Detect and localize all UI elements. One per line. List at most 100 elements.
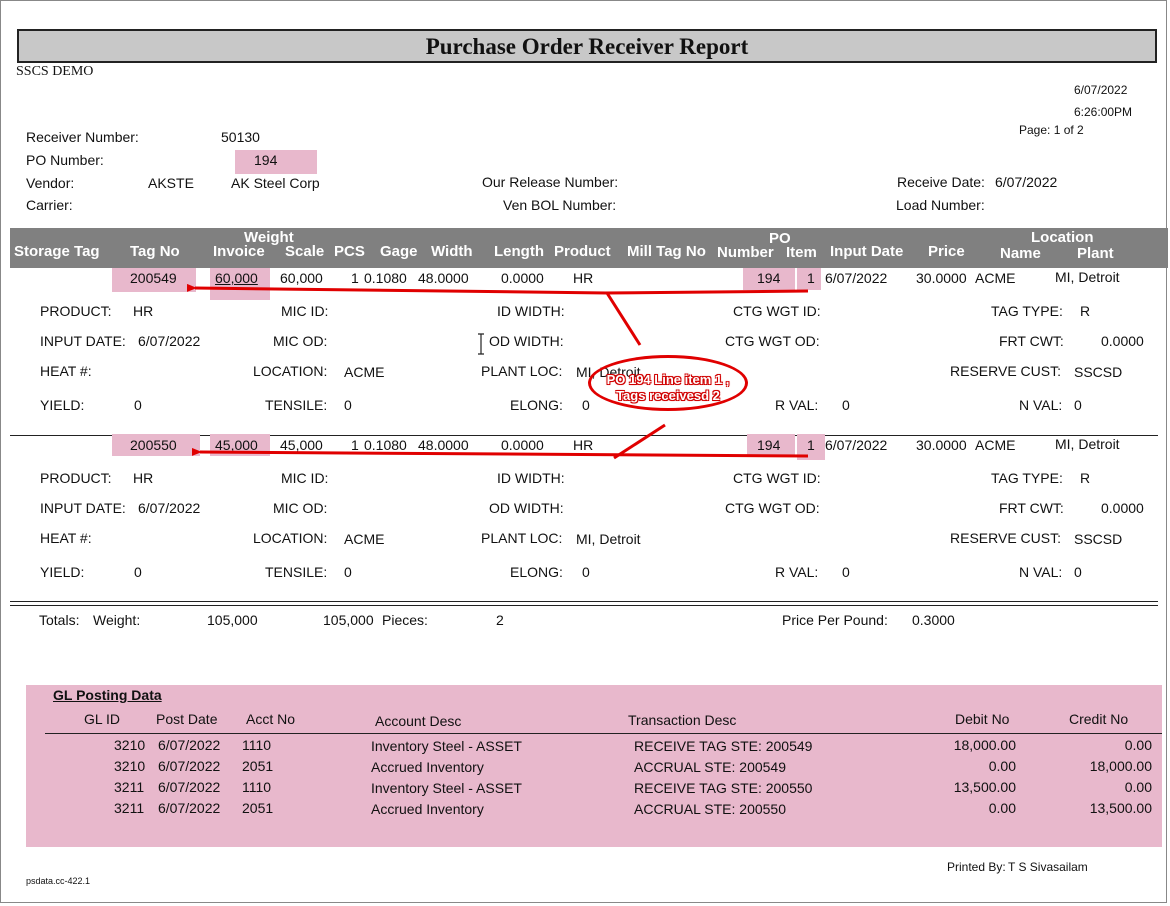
col-storage-tag: Storage Tag bbox=[14, 243, 100, 260]
col-scale: Scale bbox=[285, 243, 325, 260]
tag1-d-tensile: 0 bbox=[344, 397, 352, 413]
tag1-heat-label: HEAT #: bbox=[40, 363, 92, 379]
tag1-po-item: 1 bbox=[807, 270, 815, 286]
gl-row-id: 3211 bbox=[114, 779, 145, 795]
gl-row-account-desc: Accrued Inventory bbox=[371, 759, 484, 775]
tag2-invoice: 45,000 bbox=[215, 437, 258, 453]
gl-row-post-date: 6/07/2022 bbox=[158, 758, 221, 774]
col-product: Product bbox=[554, 243, 611, 260]
tag2-d-plant-loc: MI, Detroit bbox=[576, 531, 641, 547]
form-id: psdata.cc-422.1 bbox=[26, 876, 91, 886]
tag2-ctg-wgt-id-label: CTG WGT ID: bbox=[733, 470, 821, 486]
tag1-yield-label: YIELD: bbox=[40, 397, 85, 413]
tag1-d-tag-type: R bbox=[1080, 303, 1091, 319]
tag2-input-date-label: INPUT DATE: bbox=[40, 500, 126, 516]
tag1-input-date: 6/07/2022 bbox=[825, 270, 888, 286]
gl-row-account-desc: Accrued Inventory bbox=[371, 801, 484, 817]
tag2-mic-od-label: MIC OD: bbox=[273, 500, 328, 516]
receive-date-value: 6/07/2022 bbox=[995, 174, 1058, 190]
tag2-d-r-val: 0 bbox=[842, 564, 850, 580]
tag2-d-product: HR bbox=[133, 470, 154, 486]
gl-posting-section bbox=[26, 685, 1162, 847]
tag-separator bbox=[10, 435, 1158, 436]
tag1-d-product: HR bbox=[133, 303, 154, 319]
tag2-po-item: 1 bbox=[807, 437, 815, 453]
tag2-tag-type-label: TAG TYPE: bbox=[991, 470, 1063, 486]
vendor-code: AKSTE bbox=[148, 175, 194, 191]
tag2-d-tensile: 0 bbox=[344, 564, 352, 580]
tag1-scale: 60,000 bbox=[280, 270, 323, 286]
annotation-text: PO 194 Line item 1 , Tags receivesd 2 bbox=[590, 372, 746, 404]
annotation-line1: PO 194 Line item 1 , bbox=[606, 372, 730, 387]
tag1-pcs: 1 bbox=[351, 270, 359, 286]
gl-row-transaction-desc: ACCRUAL STE: 200550 bbox=[634, 801, 786, 817]
tag1-od-width-label: OD WIDTH: bbox=[489, 333, 564, 349]
tag1-po-highlight bbox=[743, 268, 795, 290]
col-po: PO bbox=[769, 230, 791, 247]
tag1-loc-plant: MI, Detroit bbox=[1055, 269, 1120, 285]
gl-row-account-desc: Inventory Steel - ASSET bbox=[371, 780, 522, 796]
col-invoice: Invoice bbox=[213, 243, 265, 260]
receiver-number-value: 50130 bbox=[221, 129, 260, 145]
gl-row-debit: 0.00 bbox=[988, 800, 1016, 816]
col-width: Width bbox=[431, 243, 473, 260]
column-header-band bbox=[10, 228, 1168, 268]
tag1-mic-od-label: MIC OD: bbox=[273, 333, 328, 349]
gl-col-transaction-desc: Transaction Desc bbox=[628, 712, 737, 728]
tag2-yield-label: YIELD: bbox=[40, 564, 85, 580]
po-number-value: 194 bbox=[254, 152, 278, 168]
tag2-n-val-label: N VAL: bbox=[1019, 564, 1063, 580]
totals-pieces: 2 bbox=[496, 612, 504, 628]
vendor-label: Vendor: bbox=[26, 175, 75, 191]
gl-row-transaction-desc: RECEIVE TAG STE: 200549 bbox=[634, 738, 813, 754]
gl-row-credit: 0.00 bbox=[1124, 779, 1152, 795]
tag1-ctg-wgt-id-label: CTG WGT ID: bbox=[733, 303, 821, 319]
tag1-tag-type-label: TAG TYPE: bbox=[991, 303, 1063, 319]
totals-weight-label: Weight: bbox=[93, 612, 141, 628]
vendor-name: AK Steel Corp bbox=[231, 175, 320, 191]
tag1-length: 0.0000 bbox=[501, 270, 544, 286]
tag2-po-highlight bbox=[747, 434, 795, 456]
printed-by-label: Printed By: bbox=[947, 860, 1006, 874]
col-price: Price bbox=[928, 243, 965, 260]
totals-scale: 105,000 bbox=[323, 612, 374, 628]
tag2-mic-id-label: MIC ID: bbox=[281, 470, 329, 486]
tag2-d-yield: 0 bbox=[134, 564, 142, 580]
tag1-tensile-label: TENSILE: bbox=[265, 397, 328, 413]
gl-row-id: 3210 bbox=[114, 737, 146, 753]
receiver-number-label: Receiver Number: bbox=[26, 129, 139, 145]
text-cursor-icon bbox=[478, 333, 484, 355]
tag1-product-label: PRODUCT: bbox=[40, 303, 112, 319]
col-location: Location bbox=[1031, 229, 1094, 246]
totals-rule-bottom bbox=[10, 605, 1158, 606]
tag2-input-date: 6/07/2022 bbox=[825, 437, 888, 453]
tag1-d-elong: 0 bbox=[582, 397, 590, 413]
gl-row-acct-no: 2051 bbox=[242, 758, 274, 774]
gl-row-post-date: 6/07/2022 bbox=[158, 737, 221, 753]
report-time: 6:26:00PM bbox=[1074, 105, 1133, 119]
gl-title: GL Posting Data bbox=[53, 687, 162, 703]
gl-row-credit: 18,000.00 bbox=[1089, 758, 1152, 774]
tag2-price: 30.0000 bbox=[916, 437, 967, 453]
tag2-tagno-highlight bbox=[112, 434, 200, 456]
gl-col-account-desc: Account Desc bbox=[375, 713, 462, 729]
tag1-d-r-val: 0 bbox=[842, 397, 850, 413]
company-name: SSCS DEMO bbox=[16, 64, 94, 79]
gl-header-rule bbox=[45, 733, 1162, 734]
gl-row-acct-no: 2051 bbox=[242, 800, 274, 816]
tag1-gage: 0.1080 bbox=[364, 270, 407, 286]
po-number-label: PO Number: bbox=[26, 152, 104, 168]
tag1-tagno-highlight bbox=[112, 268, 196, 292]
gl-row-account-desc: Inventory Steel - ASSET bbox=[371, 738, 522, 754]
col-tag-no: Tag No bbox=[130, 243, 180, 260]
totals-rule-top bbox=[10, 601, 1158, 602]
tag2-gage: 0.1080 bbox=[364, 437, 407, 453]
tag2-location-label: LOCATION: bbox=[253, 530, 328, 546]
tag2-d-n-val: 0 bbox=[1074, 564, 1082, 580]
tag1-d-input-date: 6/07/2022 bbox=[138, 333, 201, 349]
tag2-po-number: 194 bbox=[757, 437, 781, 453]
gl-col-gl-id: GL ID bbox=[84, 711, 121, 727]
tag1-elong-label: ELONG: bbox=[510, 397, 563, 413]
tag2-r-val-label: R VAL: bbox=[775, 564, 819, 580]
